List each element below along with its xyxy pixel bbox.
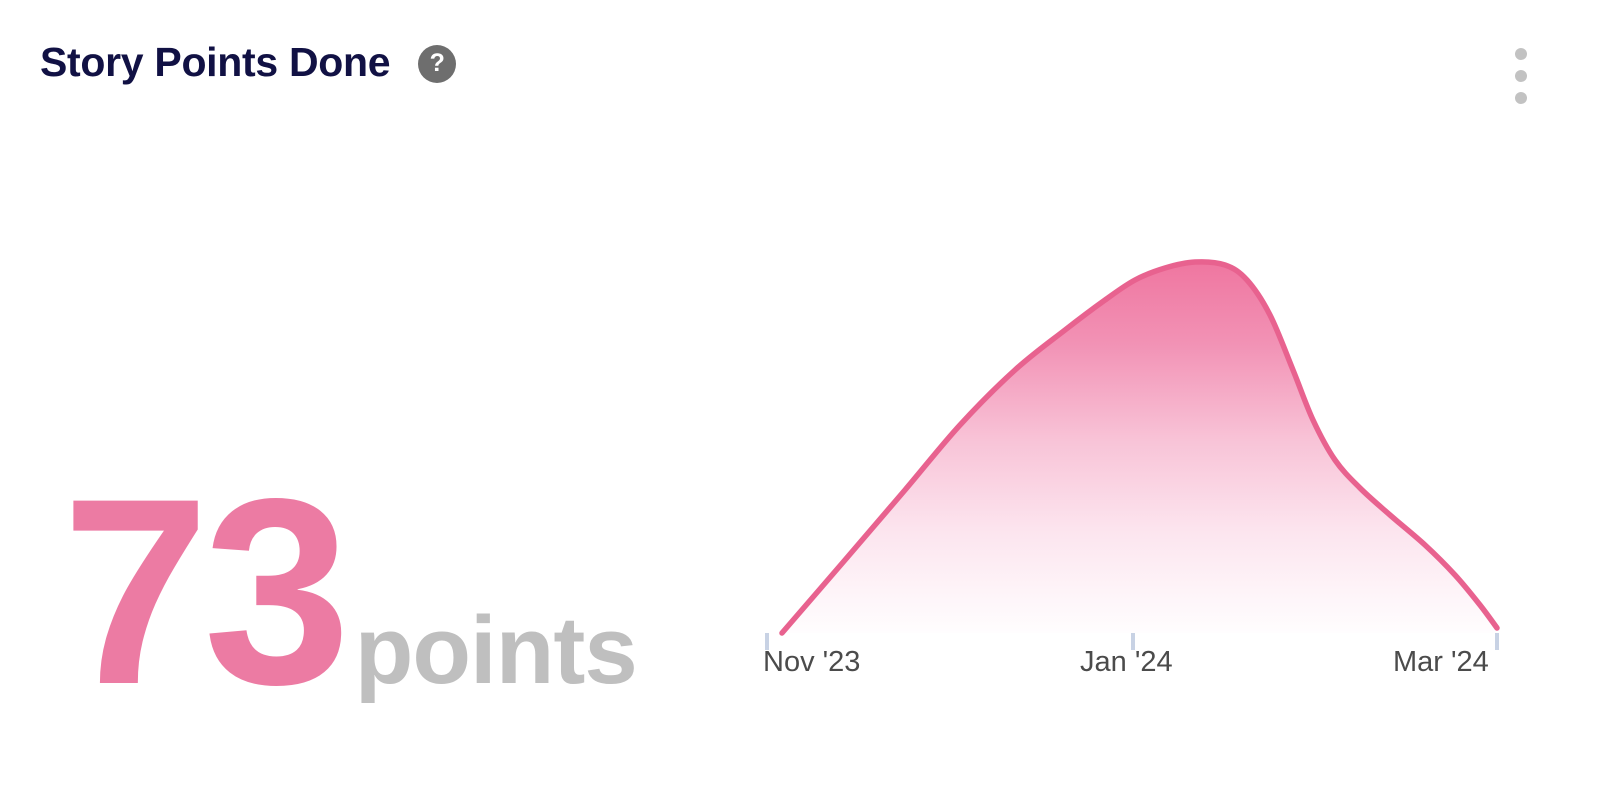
area-fill [782,261,1497,633]
x-axis-labels: Nov '23 Jan '24 Mar '24 [735,648,1545,694]
x-axis-label-2: Mar '24 [1393,646,1489,678]
metric-unit-label: points [354,597,638,704]
more-vertical-icon[interactable] [1510,48,1532,104]
menu-dot-1 [1515,48,1527,60]
metric-block: 73 points [62,444,638,740]
sparkline-svg [765,259,1500,650]
widget-header: Story Points Done ? [0,0,1600,130]
page-title: Story Points Done [40,39,391,85]
title-group: Story Points Done ? [40,39,457,85]
x-axis-label-0: Nov '23 [763,646,861,678]
menu-dot-3 [1515,92,1527,104]
metric-value: 73 [62,444,351,740]
x-axis-label-1: Jan '24 [1080,646,1173,678]
axis-tick-group [765,633,1499,650]
trend-line [779,259,1500,636]
menu-dot-2 [1515,70,1527,82]
help-circle-icon[interactable]: ? [418,44,457,83]
sparkline-chart [735,230,1545,650]
